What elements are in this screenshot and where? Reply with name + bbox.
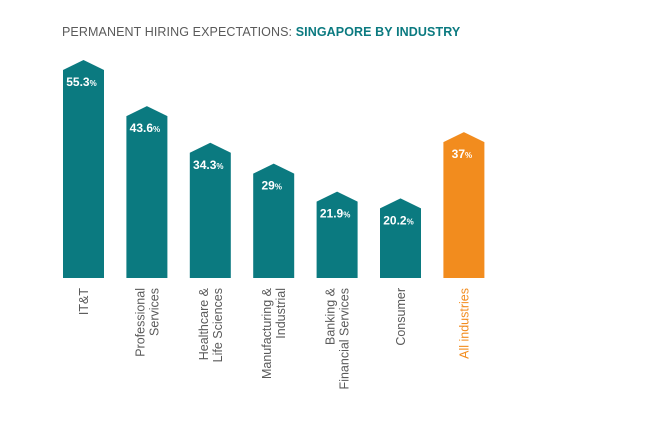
category-label-line: Life Sciences [211, 288, 225, 362]
category-label-line: Industrial [274, 288, 288, 339]
chart-title-highlight: SINGAPORE BY INDUSTRY [295, 25, 461, 39]
value-label-6: 37% [452, 147, 472, 161]
bar-3 [253, 163, 295, 278]
chart-title-prefix: PERMANENT HIRING EXPECTATIONS: [62, 25, 296, 39]
category-label-line: Services [147, 288, 161, 336]
category-label-5: Consumer [394, 288, 408, 346]
category-label-1: Professional Services [133, 288, 161, 357]
bar-4 [316, 191, 358, 278]
value-label-5: 20.2% [383, 213, 413, 227]
category-label-4: Banking & Financial Services [324, 287, 352, 389]
category-label-line: Manufacturing & [260, 287, 274, 379]
category-label-line: Professional [133, 288, 147, 357]
bar-2 [189, 142, 231, 278]
bar-6 [443, 132, 485, 278]
bar-1 [126, 106, 168, 279]
category-label-0: IT&T [77, 288, 91, 315]
category-label-line: IT&T [77, 288, 91, 315]
category-label-line: Banking & [324, 287, 338, 345]
category-label-line: All industries [457, 288, 471, 359]
value-label-4: 21.9% [320, 207, 350, 221]
category-label-line: Financial Services [338, 288, 352, 389]
category-label-line: Healthcare & [197, 287, 211, 360]
value-label-0: 55.3% [66, 75, 96, 89]
bar-5 [380, 198, 421, 278]
category-label-3: Manufacturing & Industrial [260, 287, 288, 379]
chart-title: PERMANENT HIRING EXPECTATIONS: SINGAPORE… [62, 25, 460, 39]
category-label-line: Consumer [394, 288, 408, 346]
category-label-6: All industries [457, 288, 471, 359]
category-label-2: Healthcare & Life Sciences [197, 287, 225, 362]
value-label-3: 29% [261, 179, 281, 193]
bar-0 [63, 60, 104, 278]
value-label-1: 43.6% [130, 121, 160, 135]
value-label-2: 34.3% [193, 158, 223, 172]
